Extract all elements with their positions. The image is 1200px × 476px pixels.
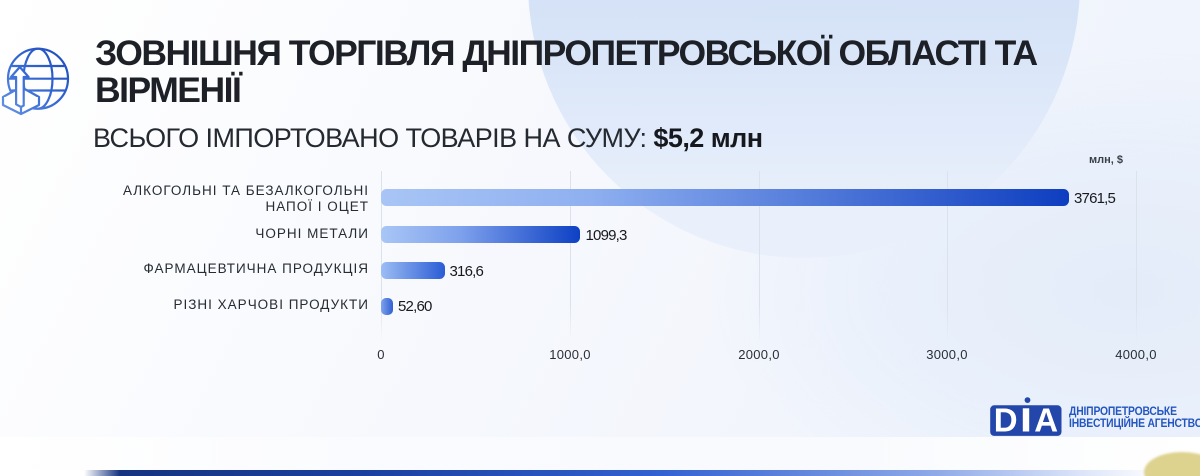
svg-text:D: D [994, 402, 1018, 438]
svg-text:A: A [1034, 402, 1058, 438]
